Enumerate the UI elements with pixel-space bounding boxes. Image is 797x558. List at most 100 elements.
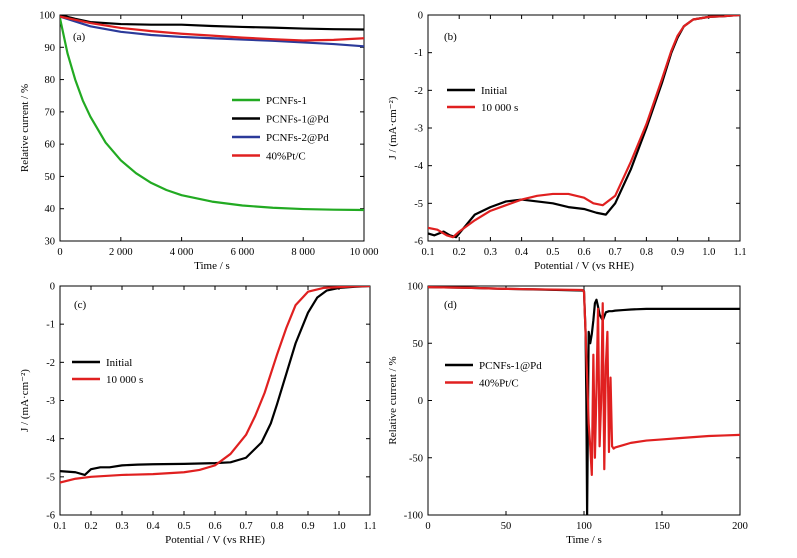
legend-label: PCNFs-1@Pd bbox=[266, 114, 329, 126]
x-tick-label: 8 000 bbox=[291, 247, 315, 258]
x-tick-label: 0.5 bbox=[546, 247, 559, 258]
x-tick-label: 0.6 bbox=[208, 521, 221, 532]
x-tick-label: 6 000 bbox=[231, 247, 255, 258]
y-tick-label: 0 bbox=[50, 282, 55, 293]
series-line-40-pt-c bbox=[428, 286, 740, 477]
x-axis-label: Potential / V (vs RHE) bbox=[534, 260, 634, 272]
y-tick-label: -6 bbox=[46, 511, 55, 522]
series-line-pcnfs-1-pd bbox=[60, 15, 364, 31]
y-tick-label: 90 bbox=[45, 43, 56, 54]
x-tick-label: 0.7 bbox=[609, 247, 622, 258]
legend-label: 40%Pt/C bbox=[266, 151, 306, 163]
series-line-pcnfs-1-pd bbox=[428, 286, 740, 515]
y-tick-label: 100 bbox=[407, 282, 423, 293]
x-tick-label: 0.8 bbox=[270, 521, 283, 532]
legend-label: Initial bbox=[481, 85, 507, 97]
plot-frame bbox=[427, 14, 741, 242]
x-tick-label: 4 000 bbox=[170, 247, 194, 258]
y-axis-label: Relative current / % bbox=[387, 356, 399, 444]
x-tick-label: 0.1 bbox=[421, 247, 434, 258]
y-tick-label: -5 bbox=[414, 199, 423, 210]
x-tick-label: 0.7 bbox=[239, 521, 252, 532]
x-axis-label: Time / s bbox=[566, 534, 602, 546]
x-tick-label: 0.1 bbox=[53, 521, 66, 532]
y-tick-label: -3 bbox=[46, 396, 55, 407]
x-tick-label: 0.2 bbox=[84, 521, 97, 532]
y-tick-label: -6 bbox=[414, 237, 423, 248]
y-tick-label: -100 bbox=[404, 511, 423, 522]
series-line-pcnfs-2-pd bbox=[60, 15, 364, 48]
x-tick-label: 2 000 bbox=[109, 247, 133, 258]
x-tick-label: 0.9 bbox=[671, 247, 684, 258]
x-tick-label: 0.8 bbox=[640, 247, 653, 258]
x-tick-label: 1.1 bbox=[363, 521, 376, 532]
x-axis-label: Time / s bbox=[194, 260, 230, 272]
panel-label: (d) bbox=[444, 299, 457, 311]
chart-panel-2: 0.1 0.2 0.3 0.4 0.5 0.6 0.7 0.8 0.9 1.0 1.1 -6 -5 -4 -… bbox=[387, 11, 747, 273]
chart-panel-4: 0 50 100 150 200 -100 -50 0 50 100 Time / s Relativ… bbox=[387, 282, 748, 547]
y-tick-label: 80 bbox=[45, 75, 56, 86]
legend-label: 40%Pt/C bbox=[479, 378, 519, 390]
y-tick-label: 0 bbox=[418, 396, 423, 407]
y-tick-label: 100 bbox=[39, 11, 55, 22]
chart-panel-3: 0.1 0.2 0.3 0.4 0.5 0.6 0.7 0.8 0.9 1.0 1.1 -6 -5 -4 -… bbox=[19, 282, 377, 547]
y-axis-label: Relative current / % bbox=[19, 84, 31, 172]
series-line-initial bbox=[60, 286, 370, 477]
series-line-10-000-s bbox=[60, 286, 370, 484]
x-tick-label: 0.4 bbox=[515, 247, 529, 258]
y-tick-label: 50 bbox=[45, 172, 56, 183]
y-tick-label: 0 bbox=[418, 11, 423, 22]
x-tick-label: 0.6 bbox=[577, 247, 590, 258]
x-axis-label: Potential / V (vs RHE) bbox=[165, 534, 265, 546]
panel-label: (c) bbox=[74, 299, 87, 311]
y-tick-label: -5 bbox=[46, 472, 55, 483]
y-tick-label: -1 bbox=[414, 48, 423, 59]
x-tick-label: 0.3 bbox=[484, 247, 497, 258]
y-tick-label: -4 bbox=[414, 161, 423, 172]
x-tick-label: 1.0 bbox=[702, 247, 715, 258]
y-tick-label: -3 bbox=[414, 124, 423, 135]
x-tick-label: 0.5 bbox=[177, 521, 190, 532]
x-tick-label: 1.0 bbox=[332, 521, 345, 532]
panel-label: (b) bbox=[444, 31, 457, 43]
x-tick-label: 0 bbox=[57, 247, 62, 258]
series-line-40-pt-c bbox=[60, 15, 364, 42]
plot-frame bbox=[59, 14, 365, 242]
series-line-10-000-s bbox=[428, 15, 740, 239]
y-axis-label: J / (mA·cm⁻²) bbox=[19, 369, 31, 432]
legend-label: PCNFs-2@Pd bbox=[266, 132, 329, 144]
x-tick-label: 0.4 bbox=[146, 521, 160, 532]
legend-label: 10 000 s bbox=[106, 374, 143, 386]
x-tick-label: 200 bbox=[732, 521, 748, 532]
y-tick-label: 70 bbox=[45, 107, 56, 118]
legend-label: PCNFs-1 bbox=[266, 95, 307, 107]
legend-label: PCNFs-1@Pd bbox=[479, 360, 542, 372]
x-tick-label: 0.3 bbox=[115, 521, 128, 532]
y-tick-label: 50 bbox=[413, 339, 424, 350]
y-tick-label: 40 bbox=[45, 204, 56, 215]
y-tick-label: 60 bbox=[45, 140, 56, 151]
x-tick-label: 100 bbox=[576, 521, 592, 532]
y-tick-label: -50 bbox=[409, 453, 423, 464]
x-tick-label: 10 000 bbox=[350, 247, 379, 258]
legend-label: 10 000 s bbox=[481, 102, 518, 114]
x-tick-label: 0.2 bbox=[453, 247, 466, 258]
x-tick-label: 1.1 bbox=[733, 247, 746, 258]
y-tick-label: -2 bbox=[46, 358, 55, 369]
legend-label: Initial bbox=[106, 357, 132, 369]
x-tick-label: 0 bbox=[425, 521, 430, 532]
series-line-pcnfs-1 bbox=[60, 17, 364, 212]
x-tick-label: 50 bbox=[501, 521, 512, 532]
plot-frame bbox=[59, 285, 371, 516]
x-tick-label: 150 bbox=[654, 521, 670, 532]
chart-panel-1: 0 2 000 4 000 6 000 8 000 10 000 30 40 50 60 70 80 9… bbox=[19, 11, 378, 273]
panel-label: (a) bbox=[73, 31, 86, 43]
y-tick-label: -4 bbox=[46, 434, 55, 445]
series-line-initial bbox=[428, 15, 740, 239]
y-tick-label: -1 bbox=[46, 320, 55, 331]
x-tick-label: 0.9 bbox=[301, 521, 314, 532]
y-axis-label: J / (mA·cm⁻²) bbox=[387, 96, 399, 159]
y-tick-label: -2 bbox=[414, 86, 423, 97]
plot-frame bbox=[427, 285, 741, 516]
